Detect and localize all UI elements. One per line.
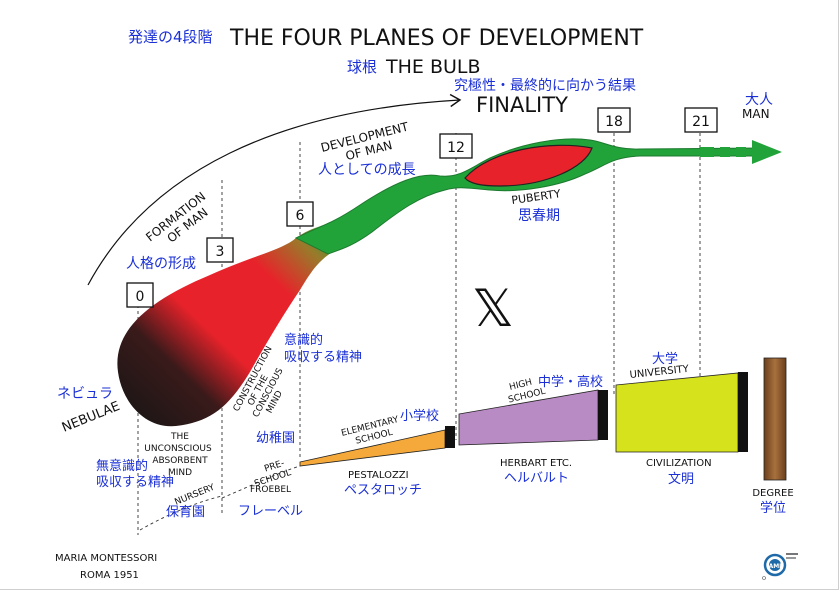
ami-logo: AMI <box>762 553 798 580</box>
age-label-21: 21 <box>692 114 710 130</box>
nebulae-japanese: ネビュラ <box>57 386 113 402</box>
age-label-3: 3 <box>216 244 225 260</box>
degree-english: DEGREE <box>752 488 793 499</box>
x-mark: 𝕏 <box>472 279 514 339</box>
ami-logo-text: AMI <box>769 563 782 570</box>
unconscious-line1: THE <box>170 432 189 442</box>
degree-japanese: 学位 <box>760 500 786 516</box>
bulb-shape <box>117 222 332 427</box>
herbart-english: HERBART ETC. <box>500 458 572 469</box>
finality-arrow <box>87 93 462 286</box>
university-japanese: 大学 <box>652 351 678 367</box>
age-label-6: 6 <box>296 208 305 224</box>
pestalozzi-japanese: ペスタロッチ <box>344 483 422 498</box>
froebel-japanese: フレーベル <box>238 504 303 519</box>
age-box-3: 3 <box>206 237 234 263</box>
formation-japanese: 人格の形成 <box>126 256 196 272</box>
degree-band <box>763 357 787 481</box>
elementary-band-end <box>445 426 455 448</box>
finality-japanese: 究極性・最終的に向かう結果 <box>454 78 636 94</box>
civilization-japanese: 文明 <box>668 472 694 487</box>
credit-name: MARIA MONTESSORI <box>55 553 157 564</box>
puberty-japanese: 思春期 <box>518 208 560 224</box>
unconscious-japanese-2: 吸収する精神 <box>96 475 174 490</box>
man-label: MAN <box>742 107 770 121</box>
unconscious-line3: ABSORBENT <box>152 456 208 466</box>
age-box-0: 0 <box>126 282 154 308</box>
age-label-18: 18 <box>605 114 623 130</box>
finality-label: FINALITY <box>476 93 568 117</box>
nursery-japanese: 保育園 <box>166 504 205 520</box>
puberty-shape <box>464 144 593 187</box>
preschool-japanese: 幼稚園 <box>256 431 295 446</box>
page-subtitle: THE BULB <box>385 56 481 78</box>
age-box-12: 12 <box>439 133 473 159</box>
high-school-japanese: 中学・高校 <box>538 374 603 390</box>
credit-place-year: ROMA 1951 <box>80 570 139 581</box>
unconscious-japanese-1: 無意識的 <box>96 458 148 474</box>
age-label-0: 0 <box>136 289 145 305</box>
herbart-japanese: ヘルバルト <box>504 471 569 486</box>
unconscious-line4: MIND <box>168 468 192 478</box>
stem-tail <box>700 140 782 164</box>
man-japanese: 大人 <box>745 92 773 108</box>
construction-japanese-2: 吸収する精神 <box>284 350 362 365</box>
high-school-band-end <box>598 390 608 440</box>
elementary-japanese: 小学校 <box>400 408 439 424</box>
subtitle-japanese: 球根 <box>347 58 377 76</box>
page-title: THE FOUR PLANES OF DEVELOPMENT <box>229 26 644 51</box>
unconscious-line2: UNCONSCIOUS <box>144 444 212 454</box>
pestalozzi-english: PESTALOZZI <box>348 470 409 481</box>
title-japanese: 発達の4段階 <box>128 28 213 46</box>
construction-japanese-1: 意識的 <box>284 332 323 348</box>
development-japanese: 人としての成長 <box>318 162 416 178</box>
age-label-12: 12 <box>447 140 465 156</box>
age-box-21: 21 <box>684 107 718 133</box>
civilization-english: CIVILIZATION <box>646 458 712 469</box>
age-box-18: 18 <box>597 107 631 133</box>
age-box-6: 6 <box>286 201 314 227</box>
froebel-english: FROEBEL <box>250 485 291 495</box>
university-band-end <box>738 372 748 452</box>
